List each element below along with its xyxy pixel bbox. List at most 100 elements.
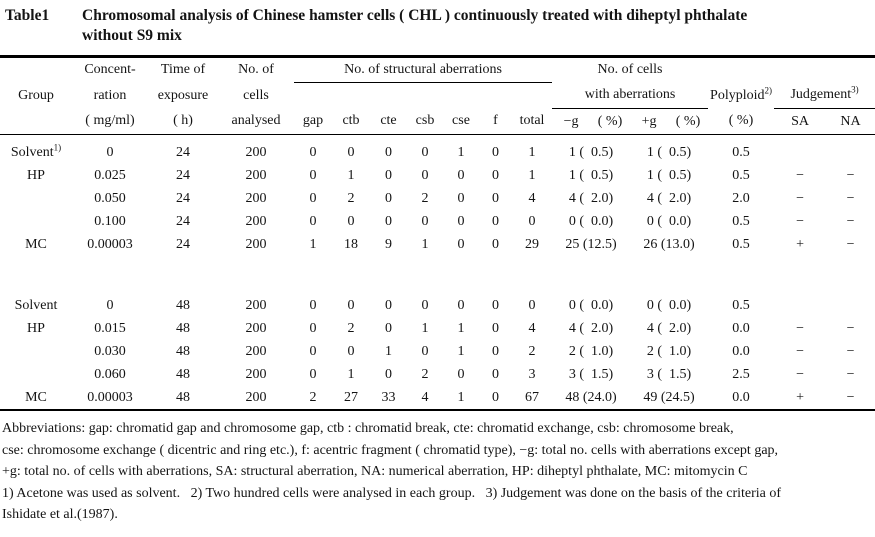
cell-gap: 0 — [309, 343, 317, 359]
table-row: 0.100 24 200 0 0 0 0 0 0 0 0 ( 0.0) 0 ( 0.0) 0.5 − − — [0, 210, 875, 233]
footnote-abbreviations-2: cse: chromosome exchange ( dicentric and… — [2, 442, 779, 458]
cell-cte: 0 — [385, 144, 392, 160]
cell-csb: 2 — [421, 190, 429, 206]
cell-cse: 1 — [457, 320, 465, 336]
cell-total: 4 — [528, 320, 536, 336]
header-col-minus-g-percent: ( %) — [590, 108, 631, 135]
cell-cse: 0 — [457, 213, 465, 229]
table-row: Solvent1) 0 24 200 0 0 0 0 1 0 1 1 ( 0.5) 1 ( 0.5) 0.… — [0, 135, 875, 165]
cell-minus-g-percent: 4 ( 2.0) — [568, 320, 614, 336]
cell-plus-g-percent: 2 ( 1.0) — [646, 343, 692, 359]
cell-judgement-sa — [774, 135, 826, 165]
table-row: HP 0.025 24 200 0 1 0 0 0 0 1 1 ( 0.5) 1 ( 0.5) 0.5 − − — [0, 164, 875, 187]
header-polyploid: Polyploid2) — [710, 84, 772, 103]
cell-concentration: 0.00003 — [87, 236, 133, 252]
cell-time-of-exposure: 48 — [176, 297, 190, 313]
cell-polyploid-percent: 0.5 — [732, 297, 750, 313]
cell-csb: 1 — [421, 320, 429, 336]
cell-gap: 0 — [309, 190, 317, 206]
table-footnotes: Abbreviations: gap: chromatid gap and ch… — [0, 418, 875, 526]
cell-judgement-na: − — [846, 366, 855, 382]
cell-concentration: 0 — [106, 297, 114, 313]
header-col-sa: SA — [774, 108, 827, 135]
cell-f: 0 — [492, 389, 499, 405]
cell-polyploid-percent: 2.5 — [732, 366, 750, 382]
cell-cte: 9 — [385, 236, 392, 252]
cell-polyploid-percent: 0.5 — [732, 236, 750, 252]
cell-time-of-exposure: 24 — [176, 236, 190, 252]
table-title: Table1 Chromosomal analysis of Chinese h… — [0, 0, 875, 46]
cell-gap: 0 — [309, 297, 317, 313]
header-row-3: ( mg/ml) ( h) analysed gap ctb cte csb c… — [0, 108, 875, 135]
cell-plus-g-percent: 0 ( 0.0) — [646, 213, 692, 229]
table-caption: Chromosomal analysis of Chinese hamster … — [82, 6, 747, 46]
cell-polyploid-percent: 0.0 — [732, 389, 750, 405]
cell-polyploid-percent: 0.5 — [732, 144, 750, 160]
header-time-l1: Time of — [160, 62, 206, 78]
cell-ctb: 2 — [347, 190, 355, 206]
cell-judgement-sa: − — [796, 213, 804, 229]
cell-total: 0 — [528, 213, 536, 229]
cell-concentration: 0.060 — [94, 366, 126, 382]
header-concentration-l1: Concent- — [84, 62, 136, 78]
table-row: Solvent 0 48 200 0 0 0 0 0 0 0 0 ( 0.0) 0 ( 0.0) 0.5 — [0, 288, 875, 317]
cell-cte: 0 — [385, 320, 392, 336]
cell-f: 0 — [492, 144, 499, 160]
table-row: 0.050 24 200 0 2 0 2 0 0 4 4 ( 2.0) 4 ( 2.0) 2.0− − — [0, 187, 875, 210]
caption-line-1: Chromosomal analysis of Chinese hamster … — [82, 7, 748, 24]
cell-group: Solvent1) — [10, 141, 62, 160]
cell-ctb: 2 — [347, 320, 355, 336]
header-row-1: Concent- Time of No. of No. of structura… — [0, 56, 875, 83]
cell-judgement-na: − — [846, 389, 855, 405]
header-col-plus-g-percent: ( %) — [668, 108, 709, 135]
cell-concentration: 0.050 — [94, 190, 126, 206]
chromosomal-analysis-table: Concent- Time of No. of No. of structura… — [0, 55, 875, 411]
cell-concentration: 0.030 — [94, 343, 126, 359]
cell-time-of-exposure: 48 — [176, 366, 190, 382]
header-cells-with-aberrations-l2: with aberrations — [552, 82, 709, 109]
header-col-csb: csb — [407, 108, 443, 135]
cell-ctb: 18 — [344, 236, 358, 252]
cell-total: 67 — [525, 389, 539, 405]
cell-cse: 0 — [457, 366, 465, 382]
header-col-ctb: ctb — [332, 108, 370, 135]
cell-cte: 0 — [385, 366, 392, 382]
cell-cells-analysed: 200 — [245, 320, 267, 336]
cell-total: 29 — [525, 236, 539, 252]
header-time-unit: ( h) — [148, 108, 218, 135]
cell-plus-g-percent: 26 (13.0) — [643, 236, 695, 252]
cell-gap: 0 — [309, 144, 317, 160]
cell-plus-g-percent: 4 ( 2.0) — [646, 320, 692, 336]
cell-csb: 0 — [421, 167, 429, 183]
cell-minus-g-percent: 3 ( 1.5) — [568, 366, 614, 382]
table-body: Solvent1) 0 24 200 0 0 0 0 1 0 1 1 ( 0.5) 1 ( 0.5) 0.… — [0, 135, 875, 411]
header-cells-l1: No. of — [238, 62, 274, 78]
cell-cte: 33 — [381, 389, 396, 405]
cell-cells-analysed: 200 — [245, 167, 267, 183]
cell-cse: 1 — [457, 389, 465, 405]
cell-gap: 2 — [309, 389, 317, 405]
cell-polyploid-percent: 0.0 — [732, 343, 750, 359]
cell-group: MC — [25, 236, 47, 252]
table-row: 0.030 48 200 0 0 1 0 1 0 2 2 ( 1.0) 2 ( 1.0) 0.0 − − — [0, 340, 875, 363]
header-col-cte: cte — [370, 108, 407, 135]
cell-csb: 0 — [421, 144, 429, 160]
cell-ctb: 0 — [347, 343, 355, 359]
cell-f: 0 — [492, 213, 499, 229]
cell-f: 0 — [492, 236, 499, 252]
table-row: MC 0.00003 24 200 1 18 9 1 0 0 29 25 (12.5) 26 (13.0… — [0, 233, 875, 256]
header-row-2: Group ration exposure cells with aberrat… — [0, 82, 875, 109]
cell-total: 4 — [528, 190, 536, 206]
cell-concentration: 0.025 — [94, 167, 126, 183]
table-header: Concent- Time of No. of No. of structura… — [0, 56, 875, 135]
header-group: Group — [18, 87, 54, 103]
cell-judgement-sa: + — [796, 236, 804, 252]
header-concentration-unit: ( mg/ml) — [72, 108, 148, 135]
cell-judgement-na: − — [846, 343, 855, 359]
header-cells-l2: cells — [243, 87, 269, 103]
cell-cells-analysed: 200 — [245, 297, 267, 313]
header-col-f: f — [479, 108, 512, 135]
cell-ctb: 1 — [347, 366, 355, 382]
cell-f: 0 — [492, 297, 499, 313]
footnote-abbreviations-3: +g: total no. of cells with aberrations,… — [2, 464, 748, 479]
